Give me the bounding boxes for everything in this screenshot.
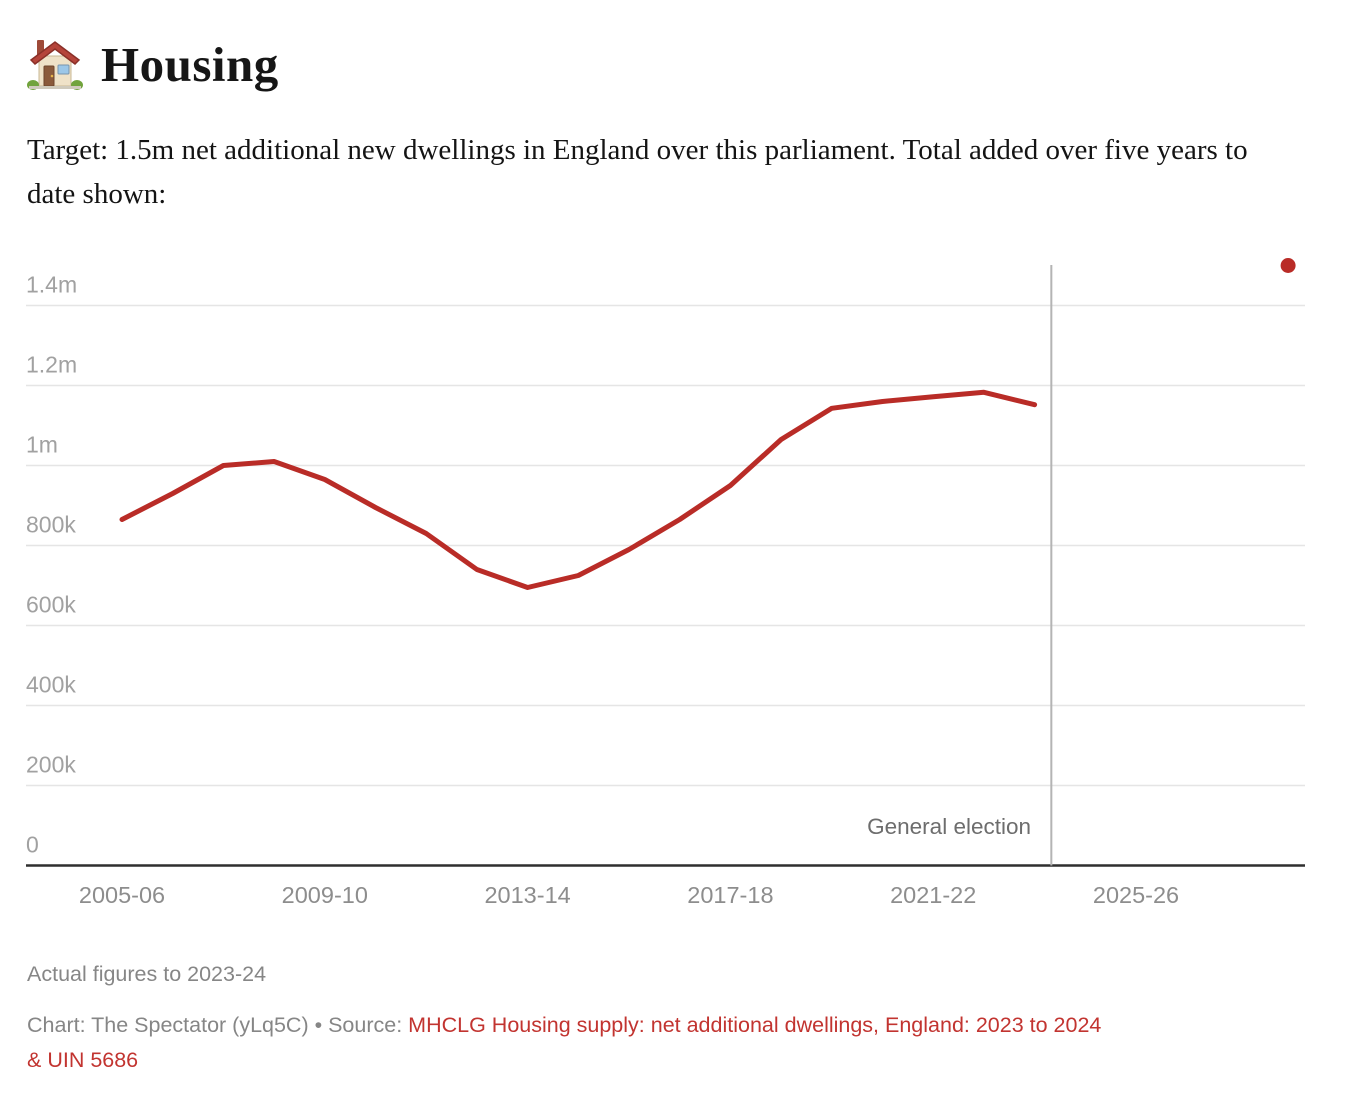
footer-byline: Chart: The Spectator (yLq5C) • Source: M…: [27, 1008, 1322, 1078]
house-emoji-icon: [27, 40, 83, 90]
chart-header: Housing: [25, 34, 279, 94]
y-tick-label: 400k: [26, 672, 76, 698]
x-tick-label: 2013-14: [484, 882, 570, 908]
byline-prefix: Chart: The Spectator (yLq5C) • Source:: [27, 1013, 409, 1037]
x-tick-label: 2025-26: [1093, 882, 1179, 908]
y-tick-label: 600k: [26, 592, 76, 618]
data-line: [119, 389, 1038, 590]
house-roof: [29, 41, 81, 65]
source-link-line1[interactable]: MHCLG Housing supply: net additional dwe…: [408, 1013, 1102, 1037]
x-tick-label: 2017-18: [687, 882, 773, 908]
y-tick-label: 1.2m: [26, 352, 77, 378]
source-link-line2[interactable]: & UIN 5686: [27, 1048, 139, 1072]
y-tick-label: 800k: [26, 512, 76, 538]
y-tick-label: 0: [26, 832, 39, 858]
general-election-annotation: General election: [867, 814, 1031, 839]
y-tick-label: 200k: [26, 752, 76, 778]
house-window: [57, 64, 70, 75]
x-tick-label: 2005-06: [79, 882, 165, 908]
x-tick-label: 2009-10: [282, 882, 368, 908]
line-chart: 0 200k 400k 600k 800k 1m 1.2m 1.4m 2005-06 2009-1…: [26, 258, 1305, 908]
house-ground: [29, 86, 81, 89]
x-tick-label: 2021-22: [890, 882, 976, 908]
page-title: Housing: [101, 36, 279, 92]
footer-note: Actual figures to 2023-24: [27, 962, 267, 986]
house-doorknob: [50, 74, 54, 78]
chart-subtitle: Target: 1.5m net additional new dwelling…: [27, 134, 1248, 210]
target-dot: [1280, 258, 1296, 273]
y-tick-label: 1m: [26, 432, 58, 458]
y-tick-label: 1.4m: [26, 272, 77, 298]
